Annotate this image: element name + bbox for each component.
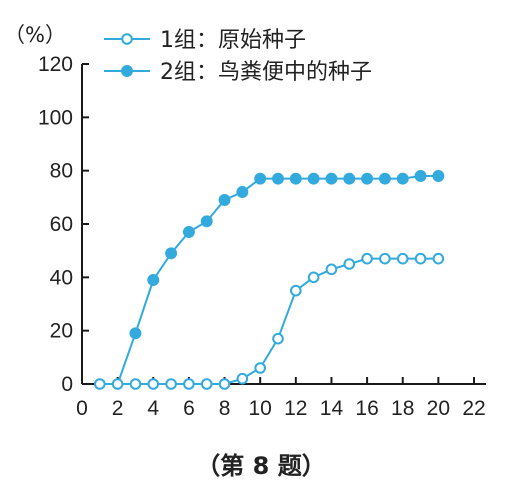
- x-tick-label: 6: [183, 397, 195, 420]
- data-point-group-1: [165, 378, 177, 390]
- data-point-group-1: [307, 271, 320, 284]
- x-tick-label: 18: [391, 397, 414, 420]
- x-tick-label: 0: [76, 397, 88, 420]
- x-tick-label: 2: [112, 397, 124, 420]
- data-point-group-2: [182, 226, 195, 238]
- data-point-group-2: [147, 274, 160, 286]
- x-tick-label: 4: [147, 397, 159, 420]
- figure-caption: （第 8 题）: [196, 452, 325, 480]
- legend: 1组：原始种子 2组：鸟粪便中的种子: [104, 28, 372, 85]
- legend-marker-group-1: [121, 33, 133, 45]
- data-point-group-2: [218, 194, 231, 206]
- y-unit-label: （%）: [4, 23, 66, 47]
- data-point-group-1: [129, 378, 142, 390]
- y-tick-label: 80: [50, 160, 73, 183]
- data-point-group-2: [129, 327, 142, 340]
- y-ticks: 0 20 40 60 80 100 120: [38, 53, 89, 396]
- data-point-group-1: [379, 252, 391, 265]
- x-tick-label: 16: [355, 397, 378, 420]
- legend-label-group-2: 2组：鸟粪便中的种子: [160, 60, 372, 85]
- data-point-group-1: [254, 362, 266, 374]
- data-point-group-1: [290, 284, 302, 297]
- x-tick-label: 12: [284, 397, 307, 420]
- data-point-group-2: [396, 172, 409, 185]
- data-point-group-1: [396, 252, 409, 265]
- series-layer: [94, 170, 445, 390]
- data-point-group-2: [414, 170, 427, 182]
- data-point-group-2: [254, 172, 267, 185]
- x-tick-label: 22: [462, 397, 485, 420]
- data-point-group-1: [111, 378, 124, 390]
- y-tick-label: 40: [50, 266, 73, 289]
- data-point-group-1: [183, 378, 195, 390]
- data-point-group-2: [432, 170, 445, 182]
- y-tick-label: 120: [38, 53, 73, 76]
- x-tick-label: 14: [320, 397, 344, 420]
- data-point-group-1: [200, 378, 213, 390]
- data-point-group-2: [325, 172, 338, 185]
- axes: [81, 64, 486, 385]
- data-point-group-2: [236, 186, 249, 198]
- y-tick-label: 0: [61, 373, 73, 396]
- legend-label-group-1: 1组：原始种子: [160, 28, 306, 53]
- series-line-group-2: [116, 175, 439, 385]
- data-point-group-2: [289, 172, 302, 185]
- data-point-group-1: [361, 252, 373, 265]
- data-point-group-2: [378, 172, 391, 185]
- data-point-group-2: [200, 215, 213, 228]
- data-point-group-2: [165, 247, 178, 260]
- data-point-group-1: [272, 332, 284, 345]
- data-point-group-1: [325, 263, 338, 276]
- x-tick-label: 10: [249, 397, 272, 420]
- data-point-group-1: [147, 378, 160, 390]
- data-point-group-2: [272, 172, 284, 185]
- x-tick-label: 8: [219, 397, 231, 420]
- data-point-group-1: [94, 378, 106, 390]
- x-tick-label: 20: [427, 397, 450, 420]
- data-point-group-1: [414, 252, 427, 265]
- data-point-group-1: [236, 372, 249, 385]
- y-tick-label: 60: [50, 213, 73, 236]
- data-point-group-1: [432, 252, 445, 265]
- data-point-group-2: [343, 172, 356, 185]
- y-tick-label: 100: [38, 106, 73, 129]
- data-point-group-2: [307, 172, 320, 185]
- x-ticks: 0 2 4 6 8 10 12 14 16 18 20 22: [76, 377, 486, 420]
- legend-marker-group-2: [121, 65, 133, 77]
- y-tick-label: 20: [50, 320, 73, 343]
- data-point-group-2: [361, 172, 374, 185]
- data-point-group-1: [218, 378, 231, 390]
- data-point-group-1: [343, 258, 356, 270]
